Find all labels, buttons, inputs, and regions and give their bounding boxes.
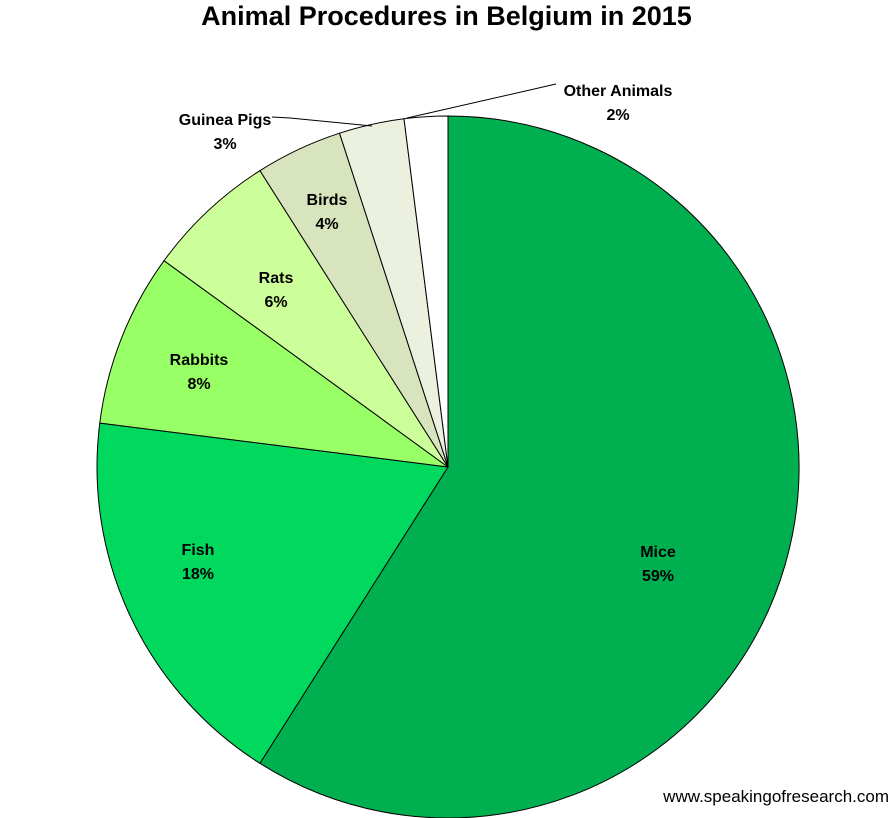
pie-slice-rats xyxy=(163,169,449,468)
slice-value-label: 6% xyxy=(264,294,287,311)
slice-label: Fish xyxy=(182,542,215,559)
slice-value-label: 8% xyxy=(187,376,210,393)
slice-value-label: 3% xyxy=(213,136,236,153)
slice-value-label: 59% xyxy=(642,568,674,585)
pie-slice-rabbits xyxy=(99,259,449,468)
pie-slice-fish xyxy=(96,422,449,765)
pie-slice-other-animals xyxy=(403,115,449,468)
watermark: www.speakingofresearch.com xyxy=(663,787,889,806)
chart-title: Animal Procedures in Belgium in 2015 xyxy=(201,1,692,31)
slice-label: Rats xyxy=(259,270,294,287)
slice-label: Guinea Pigs xyxy=(179,112,272,129)
slice-label: Birds xyxy=(307,192,348,209)
slice-value-label: 18% xyxy=(182,566,214,583)
slice-value-label: 4% xyxy=(315,216,338,233)
leader-line xyxy=(406,83,557,119)
slice-label: Rabbits xyxy=(170,352,229,369)
slice-label: Mice xyxy=(640,544,676,561)
slice-label: Other Animals xyxy=(564,83,673,100)
leader-line xyxy=(271,116,373,127)
slice-value-label: 2% xyxy=(606,107,629,124)
